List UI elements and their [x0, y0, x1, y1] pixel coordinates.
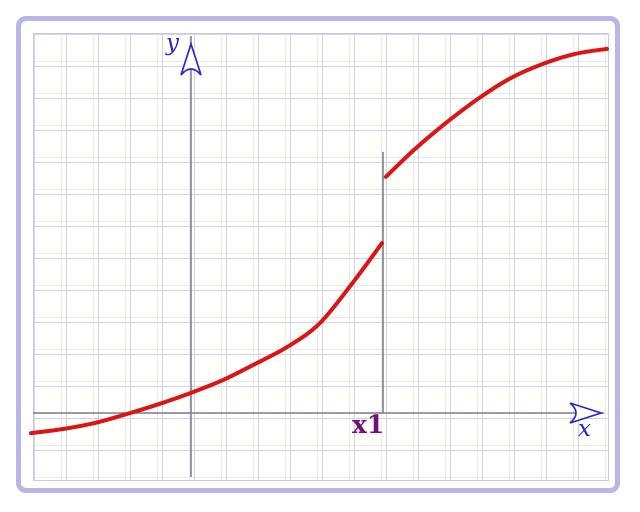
plot-grid-area: [33, 33, 609, 481]
x-axis-label: x: [578, 416, 591, 442]
curve-left-branch: [29, 241, 385, 436]
x1-label: x1: [352, 410, 385, 439]
y-axis-arrow-icon: [180, 41, 202, 76]
curve-right-branch: [383, 46, 609, 179]
y-axis-label: y: [166, 30, 179, 56]
x-axis-arrow-icon: [569, 402, 604, 424]
